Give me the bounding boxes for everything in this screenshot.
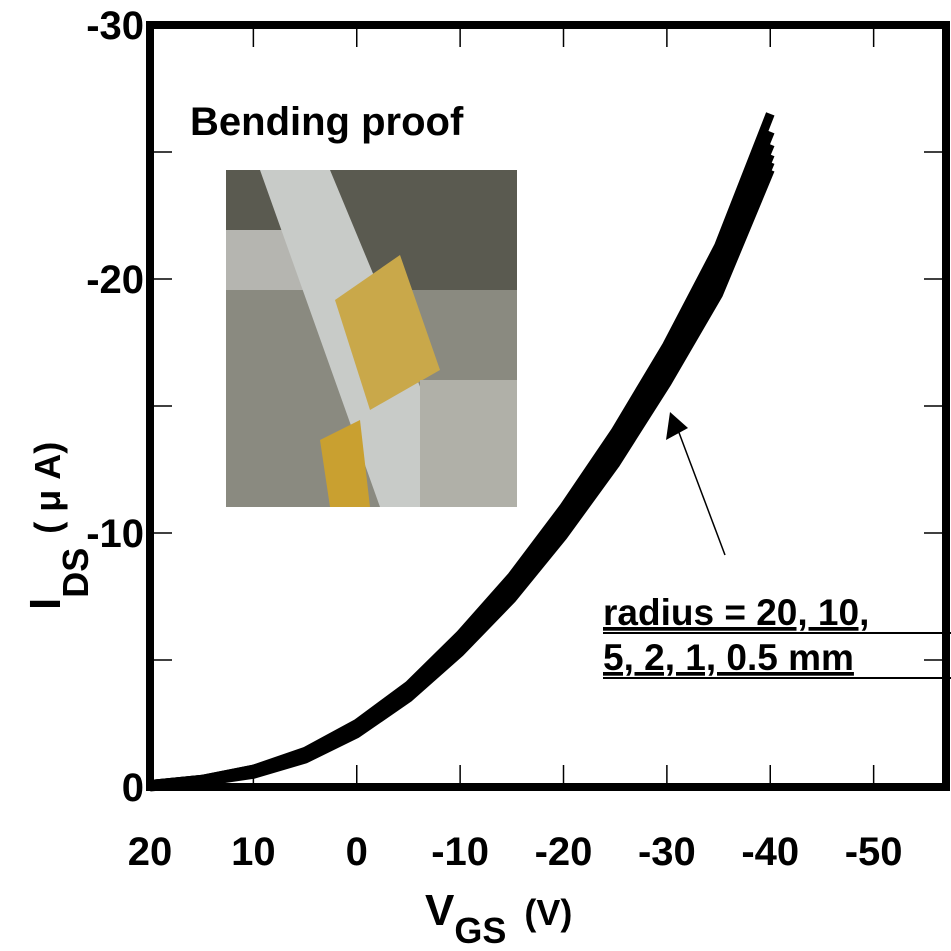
y-label-main: I [21,598,70,610]
y-tick-label: -10 [86,512,144,556]
x-tick-label: -10 [431,830,489,874]
y-tick-label: 0 [122,766,144,810]
inset-title: Bending proof [190,100,464,144]
x-tick-label: -20 [535,830,593,874]
arrow [677,429,726,556]
x-tick-label: -50 [845,830,903,874]
arrow-head [666,412,688,440]
x-tick-label: 20 [128,830,173,874]
y-axis-label: IDS ( μ A) [21,442,96,610]
y-label-unit: ( μ A) [27,442,68,534]
y-tick-label: -30 [86,4,144,48]
annotation: 5, 2, 1, 0.5 mm [603,637,854,678]
x-tick-label: 0 [346,830,368,874]
y-label-sub: DS [55,548,96,598]
x-label-main: V [425,886,455,935]
x-axis-label: VGS (V) [425,886,572,951]
x-label-unit: (V) [524,892,572,933]
inset-photo [226,170,517,507]
x-tick-label: -30 [638,830,696,874]
x-label-sub: GS [454,910,506,951]
y-tick-label: -20 [86,258,144,302]
annotation: radius = 20, 10, [603,592,869,633]
x-tick-label: 10 [231,830,276,874]
x-tick-label: -40 [741,830,799,874]
